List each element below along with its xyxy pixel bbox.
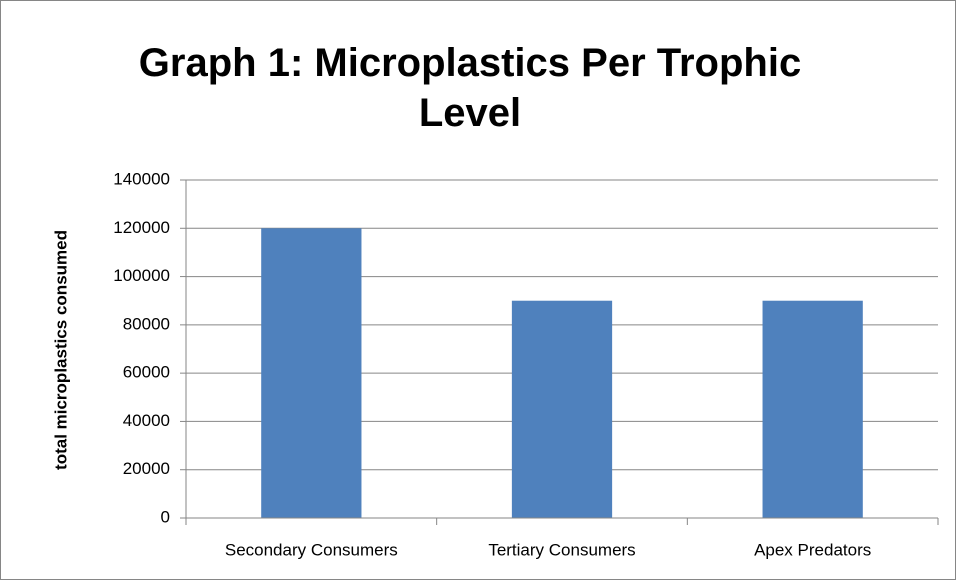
y-tick-label: 0 [161,507,170,526]
y-tick-label: 40000 [123,411,170,430]
y-tick-label: 100000 [113,266,170,285]
y-axis-label: total microplastics consumed [51,230,70,470]
y-tick-label: 120000 [113,218,170,237]
bar [261,228,362,519]
x-tick-label: Apex Predators [754,540,871,559]
y-tick-label: 140000 [113,169,170,188]
chart-title: Graph 1: Microplastics Per Trophic Level [138,41,802,135]
y-tick-label: 80000 [123,314,170,333]
y-tick-label: 60000 [123,363,170,382]
x-tick-label: Tertiary Consumers [488,540,635,559]
bar [511,300,613,518]
x-tick-label: Secondary Consumers [225,540,398,559]
y-tick-label: 20000 [123,459,170,478]
bar [762,300,863,518]
